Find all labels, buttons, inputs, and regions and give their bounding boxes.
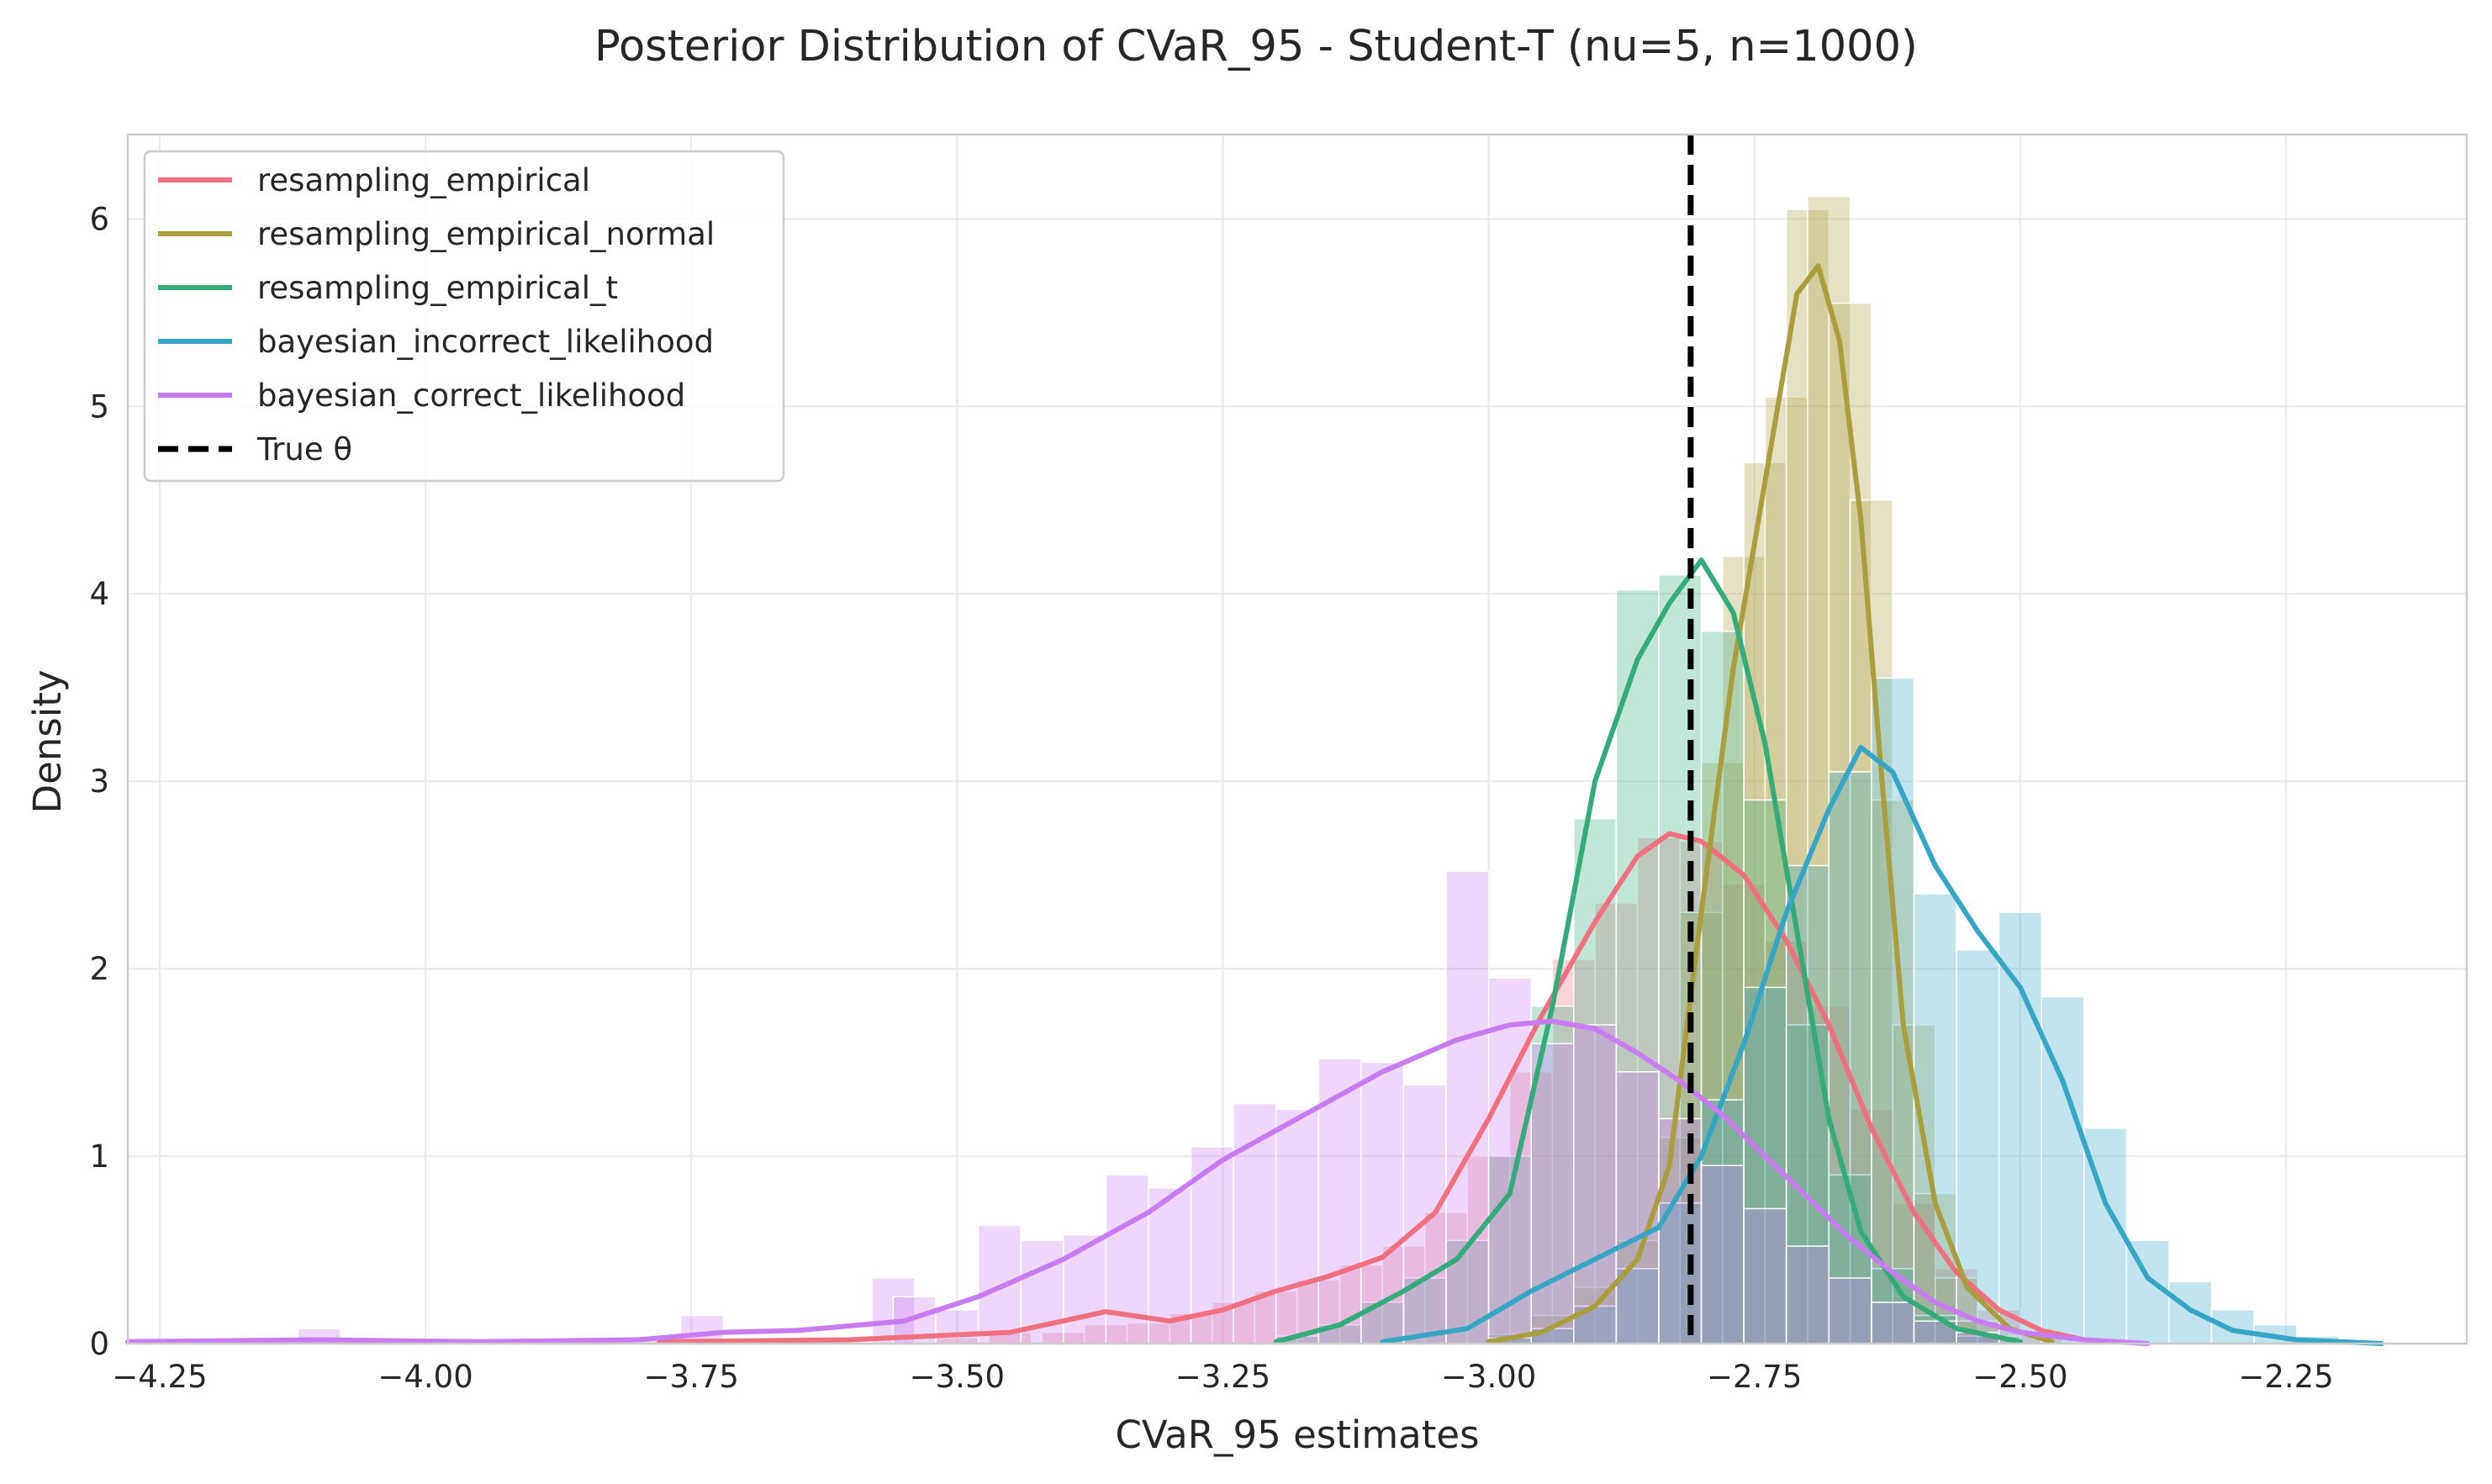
histogram-bar <box>2210 1309 2255 1344</box>
histogram-bar <box>1573 818 1618 1344</box>
histogram-bar <box>1530 1043 1575 1344</box>
histogram-bar <box>1402 1084 1447 1344</box>
legend-label: resampling_empirical <box>257 162 590 198</box>
histogram-bar <box>1828 1174 1872 1344</box>
x-tick-label: −2.25 <box>2238 1359 2333 1395</box>
histogram-bar <box>1317 1058 1362 1344</box>
histogram-bar <box>1615 1268 1660 1344</box>
legend-box <box>143 150 785 483</box>
histogram-bar <box>1063 1233 1107 1344</box>
histogram-bar <box>1275 1108 1320 1344</box>
y-tick-label: 6 <box>89 201 109 237</box>
y-tick-label: 4 <box>89 576 109 612</box>
kde-curves <box>125 263 2384 1346</box>
histogram-bar <box>1658 1117 1703 1344</box>
histogram-bar <box>1828 1277 1872 1344</box>
y-axis-ticks: 0 1 2 3 4 5 6 <box>89 201 109 1362</box>
histogram-bar <box>1785 1245 1830 1344</box>
histogram-bars <box>297 195 2341 1344</box>
x-tick-label: −2.75 <box>1707 1359 1802 1395</box>
y-tick-label: 3 <box>89 763 109 800</box>
histogram-bar <box>1828 771 1872 1344</box>
histogram-bar <box>1956 949 2000 1344</box>
histogram-bar <box>1615 1070 1660 1344</box>
y-axis-label: Density <box>25 669 70 813</box>
histogram-bar <box>1743 1207 1787 1344</box>
y-tick-label: 0 <box>89 1326 109 1362</box>
x-tick-label: −4.25 <box>112 1359 207 1395</box>
chart-title: Posterior Distribution of CVaR_95 - Stud… <box>594 22 1918 71</box>
legend: resampling_empirical resampling_empirical… <box>143 150 785 483</box>
y-tick-label: 2 <box>89 951 109 987</box>
legend-label: bayesian_incorrect_likelihood <box>257 324 714 360</box>
kde-curve <box>657 831 2087 1344</box>
legend-label: resampling_empirical_normal <box>257 216 715 252</box>
histogram-bar <box>1998 911 2042 1344</box>
kde-curve <box>125 1018 2151 1346</box>
legend-label: resampling_empirical_t <box>257 270 618 306</box>
kde-curve <box>1273 557 2023 1344</box>
histogram-bar <box>1487 977 1532 1344</box>
y-tick-label: 5 <box>89 388 109 425</box>
x-axis-label: CVaR_95 estimates <box>1115 1413 1479 1457</box>
histogram-bar <box>1445 870 1490 1344</box>
histogram-bar <box>977 1224 1022 1344</box>
histogram-bar <box>1700 1164 1745 1344</box>
plot-frame <box>126 133 2468 1345</box>
x-tick-label: −2.50 <box>1972 1359 2067 1395</box>
kde-curve <box>1380 745 2384 1346</box>
x-tick-label: −3.75 <box>644 1359 739 1395</box>
x-tick-label: −3.00 <box>1441 1359 1536 1395</box>
x-tick-label: −3.50 <box>910 1359 1005 1395</box>
y-tick-label: 1 <box>89 1138 109 1175</box>
legend-label: True θ <box>256 431 352 467</box>
histogram-bar <box>1871 1302 1915 1344</box>
histogram-bar <box>1913 1314 1957 1344</box>
histogram-bar <box>935 1309 979 1344</box>
histogram-bar <box>1573 1024 1618 1344</box>
kde-curve <box>1486 263 2055 1344</box>
histogram-bar <box>1743 986 1787 1344</box>
histogram-bar <box>1658 1202 1703 1344</box>
x-tick-label: −4.00 <box>377 1359 473 1395</box>
legend-label: bayesian_correct_likelihood <box>257 378 685 414</box>
x-axis-ticks: −4.25 −4.00 −3.75 −3.50 −3.25 −3.00 −2.75 −2.50… <box>112 1359 2333 1395</box>
x-tick-label: −3.25 <box>1175 1359 1270 1395</box>
